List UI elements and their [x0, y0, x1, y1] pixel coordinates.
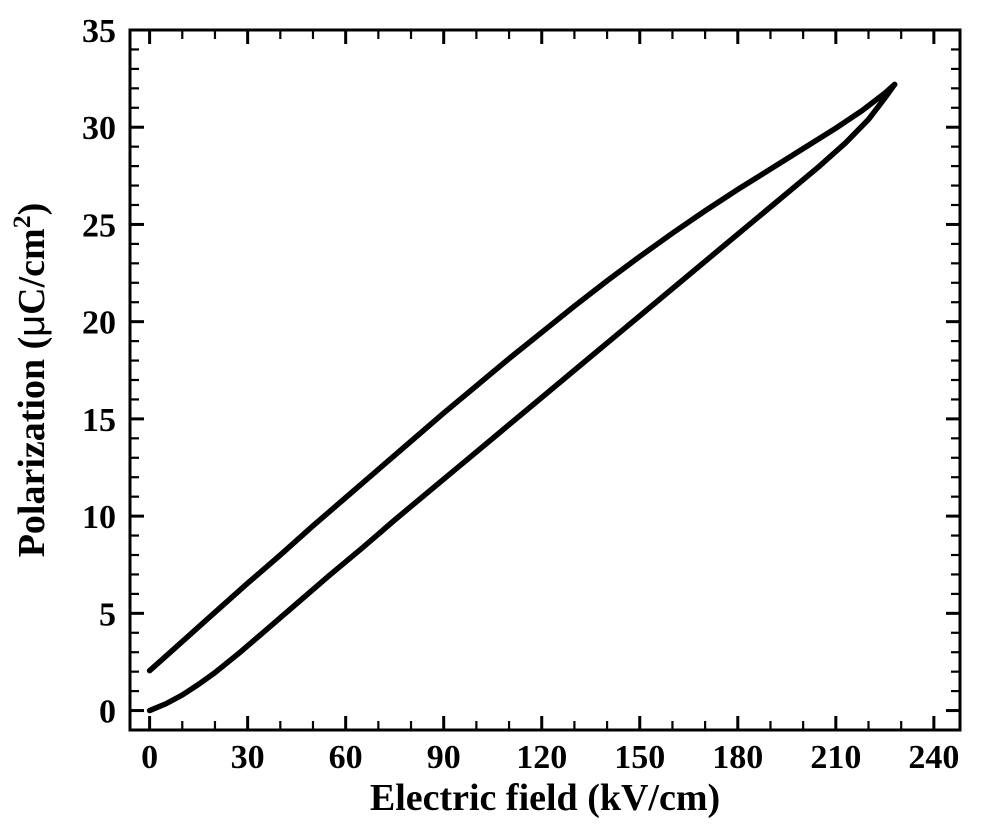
x-tick-label: 120: [516, 739, 567, 776]
y-tick-label: 0: [99, 694, 116, 731]
x-tick-label: 240: [908, 739, 959, 776]
hysteresis-lower-curve: [150, 84, 895, 710]
x-tick-label: 0: [141, 739, 158, 776]
y-tick-label: 10: [82, 499, 116, 536]
plot-frame: [130, 30, 960, 730]
x-tick-label: 60: [329, 739, 363, 776]
pe-hysteresis-chart: 0 30 60 90 120 150 180 210 240 0 5 10 15 20 25 30 35 Elec…: [0, 0, 1000, 825]
hysteresis-upper-curve: [150, 84, 895, 670]
y-tick-label: 30: [82, 110, 116, 147]
x-tick-label: 180: [712, 739, 763, 776]
x-tick-label: 30: [231, 739, 265, 776]
y-axis-label: Polarization (μC/cm2): [7, 203, 54, 558]
y-tick-label: 35: [82, 13, 116, 50]
x-tick-label: 150: [614, 739, 665, 776]
y-tick-label: 20: [82, 305, 116, 342]
y-tick-label: 25: [82, 207, 116, 244]
y-tick-label: 15: [82, 402, 116, 439]
x-tick-label: 210: [810, 739, 861, 776]
y-tick-label: 5: [99, 596, 116, 633]
x-tick-label: 90: [427, 739, 461, 776]
x-axis-label: Electric field (kV/cm): [370, 777, 720, 819]
